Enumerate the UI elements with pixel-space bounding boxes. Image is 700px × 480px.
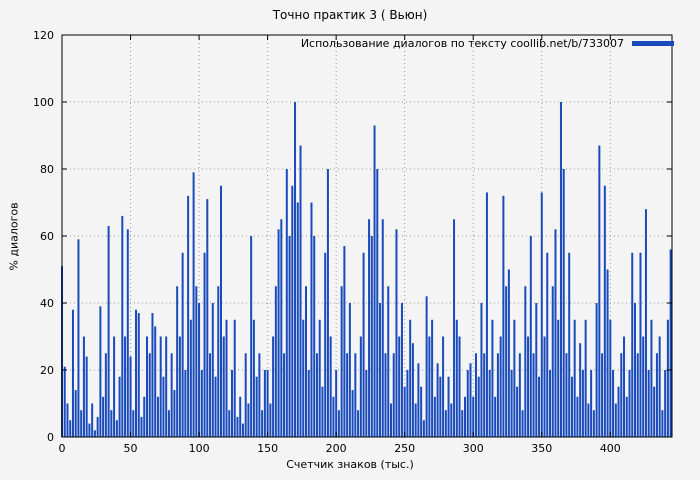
legend-label: Использование диалогов по тексту coollib…: [300, 37, 624, 50]
svg-text:100: 100: [33, 96, 54, 109]
svg-text:40: 40: [40, 297, 54, 310]
svg-text:0: 0: [47, 431, 54, 444]
svg-text:50: 50: [124, 442, 138, 455]
svg-text:400: 400: [600, 442, 621, 455]
svg-text:250: 250: [394, 442, 415, 455]
svg-text:300: 300: [463, 442, 484, 455]
svg-text:120: 120: [33, 29, 54, 42]
svg-text:150: 150: [257, 442, 278, 455]
svg-text:0: 0: [59, 442, 66, 455]
svg-text:20: 20: [40, 364, 54, 377]
svg-text:100: 100: [189, 442, 210, 455]
svg-text:60: 60: [40, 230, 54, 243]
svg-text:80: 80: [40, 163, 54, 176]
y-axis-label: % диалогов: [7, 202, 21, 271]
x-axis-label: Счетчик знаков (тыс.): [286, 458, 414, 471]
chart-title: Точно практик 3 ( Вьюн): [272, 8, 428, 22]
legend: Использование диалогов по тексту coollib…: [301, 37, 674, 50]
svg-text:350: 350: [531, 442, 552, 455]
svg-text:200: 200: [326, 442, 347, 455]
legend-swatch: [632, 41, 674, 46]
